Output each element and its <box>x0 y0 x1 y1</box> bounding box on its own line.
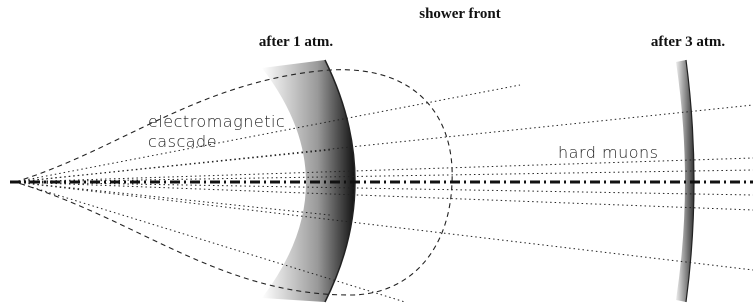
after-1-atm-label: after 1 atm. <box>259 34 334 50</box>
after-3-atm-label: after 3 atm. <box>651 34 726 50</box>
hard-muons-label: hard muons <box>558 143 658 162</box>
rays <box>15 85 753 302</box>
shower-front-label: shower front <box>419 6 501 22</box>
diagram: shower front after 1 atm. after 3 atm. e… <box>0 0 753 307</box>
cascade-label: cascade <box>148 132 217 151</box>
cascade-label: electromagnetic <box>148 112 285 131</box>
